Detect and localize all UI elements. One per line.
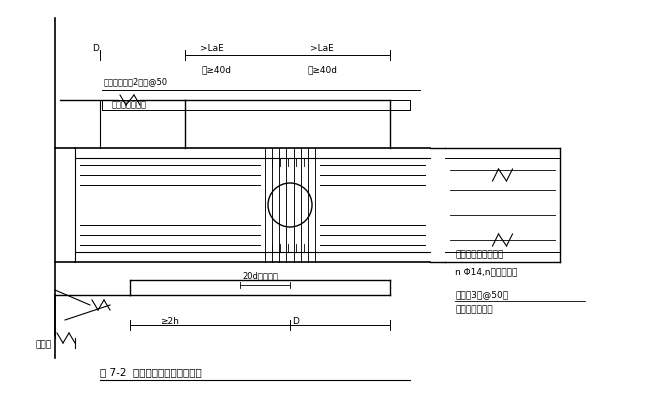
- Text: 且≥40d: 且≥40d: [308, 65, 338, 74]
- Text: ≥2h: ≥2h: [160, 318, 179, 327]
- Text: 20d（余同）: 20d（余同）: [242, 271, 278, 281]
- Text: 每侧各3道@50箍: 每侧各3道@50箍: [455, 290, 508, 299]
- Text: 柱、墙: 柱、墙: [35, 340, 51, 349]
- Text: D: D: [93, 43, 99, 52]
- Text: 且≥40d: 且≥40d: [202, 65, 232, 74]
- Text: 直径肢数同梁箍: 直径肢数同梁箍: [455, 305, 493, 314]
- Text: 上下至少各设2道箍@50: 上下至少各设2道箍@50: [104, 78, 168, 87]
- Text: 直径箍筋同梁箍: 直径箍筋同梁箍: [112, 100, 147, 110]
- Text: >LaE: >LaE: [310, 43, 333, 52]
- Text: >LaE: >LaE: [200, 43, 223, 52]
- Text: 距洞侧外上、下各加: 距洞侧外上、下各加: [455, 251, 503, 260]
- Text: n Φ14,n同箍筋肢数: n Φ14,n同箍筋肢数: [455, 268, 517, 277]
- Text: D: D: [292, 318, 299, 327]
- Text: 图 7-2  穿梁管洞洞边加强做法一: 图 7-2 穿梁管洞洞边加强做法一: [100, 367, 202, 377]
